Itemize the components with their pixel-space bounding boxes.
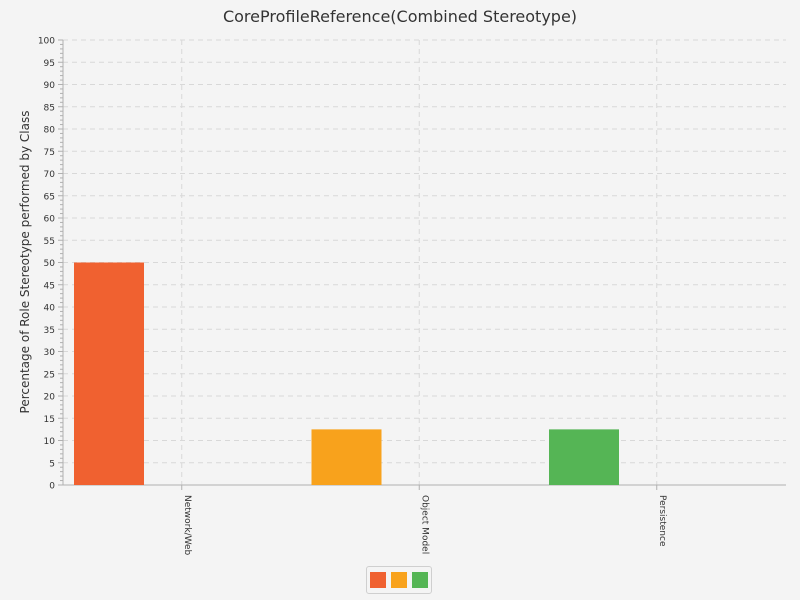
y-tick-label: 50 <box>44 259 56 269</box>
x-tick-label: Object Model <box>419 495 429 554</box>
y-tick-label: 20 <box>44 393 56 403</box>
legend-swatch-1 <box>370 572 386 588</box>
legend-swatch-3 <box>412 572 428 588</box>
y-tick-label: 45 <box>44 281 55 291</box>
bar-object-model <box>311 429 382 485</box>
y-tick-label: 40 <box>44 304 56 314</box>
legend <box>366 566 432 594</box>
y-tick-label: 55 <box>44 237 55 247</box>
y-tick-label: 15 <box>44 415 55 425</box>
y-tick-label: 25 <box>44 370 55 380</box>
y-tick-label: 5 <box>49 459 55 469</box>
y-tick-label: 35 <box>44 326 55 336</box>
grid-lines <box>63 39 786 485</box>
y-tick-label: 65 <box>44 192 55 202</box>
x-tick-label: Persistence <box>657 495 667 547</box>
y-tick-label: 85 <box>44 103 55 113</box>
bars <box>74 262 619 485</box>
axes <box>58 39 786 490</box>
tick-labels: 0 5 10 15 20 25 30 35 40 45 50 55 60 65 70 75 80 85 90 95 10… <box>38 37 667 556</box>
bar-network-web <box>74 262 144 485</box>
y-tick-label: 30 <box>44 348 56 358</box>
y-tick-label: 0 <box>49 482 55 492</box>
bar-persistence <box>549 429 619 485</box>
x-tick-label: Network/Web <box>182 495 192 556</box>
chart-title: CoreProfileReference(Combined Stereotype… <box>222 7 578 26</box>
y-tick-label: 10 <box>44 437 56 447</box>
y-tick-label: 75 <box>44 148 55 158</box>
y-tick-label: 60 <box>44 215 56 225</box>
y-tick-label: 70 <box>44 170 56 180</box>
y-tick-label: 90 <box>44 81 56 91</box>
y-tick-label: 100 <box>38 37 55 47</box>
y-tick-label: 80 <box>44 126 56 136</box>
legend-swatch-2 <box>391 572 407 588</box>
y-tick-label: 95 <box>44 59 55 69</box>
